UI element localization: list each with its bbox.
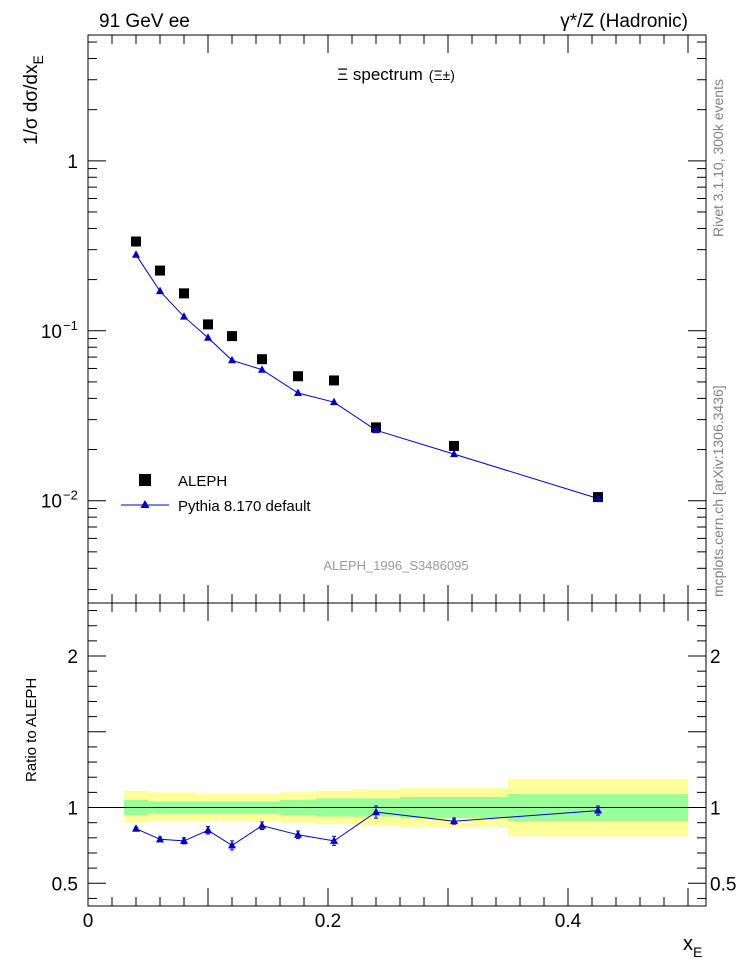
ratio-y-tick-label-2: 2 bbox=[67, 647, 78, 668]
x-axis-label: xE bbox=[683, 933, 702, 960]
ratio-y-tick-labels: 0.5 1 2 bbox=[52, 647, 78, 895]
ratio-point-7 bbox=[330, 836, 338, 844]
x-tick-labels: 0 0.2 0.4 bbox=[83, 911, 582, 932]
aleph-point-3 bbox=[203, 319, 213, 330]
legend-pythia-marker bbox=[140, 500, 150, 508]
aleph-point-7 bbox=[329, 375, 339, 386]
side-label-mcplots: mcplots.cern.ch [arXiv:1306.3436] bbox=[710, 385, 726, 597]
ratio-point-1 bbox=[156, 834, 164, 843]
pythia-point-10 bbox=[594, 494, 602, 502]
header-right-label: γ*/Z (Hadronic) bbox=[560, 11, 688, 32]
aleph-point-4 bbox=[227, 331, 237, 342]
aleph-point-9 bbox=[449, 440, 459, 451]
pythia-point-7 bbox=[330, 397, 338, 406]
aleph-point-6 bbox=[293, 371, 303, 382]
main-y-axis-label-text: 1/σ dσ/dx bbox=[21, 64, 42, 145]
main-y-tick-label-0: 1 bbox=[67, 152, 78, 173]
ratio-point-6 bbox=[294, 830, 302, 838]
main-y-tick-labels: 110−110−2 bbox=[41, 152, 78, 513]
aleph-point-1 bbox=[155, 265, 165, 276]
ratio-y-tick-label-right-2: 2 bbox=[710, 647, 721, 668]
x-tick-label-1: 0.2 bbox=[315, 911, 341, 932]
main-y-tick-label-1: 10 bbox=[41, 322, 62, 343]
main-y-axis-label-sub: E bbox=[30, 55, 46, 64]
ratio-point-8 bbox=[372, 807, 380, 816]
ratio-y-tick-label-1: 1 bbox=[67, 799, 78, 820]
ratio-y-tick-label-0: 0.5 bbox=[52, 874, 78, 895]
pythia-point-2 bbox=[180, 312, 188, 320]
main-plot-panel: 110−110−2 Ξ spectrum (Ξ±) 1/σ dσ/dxE ALEP… bbox=[21, 34, 707, 604]
x-axis-label-sub: E bbox=[693, 944, 702, 960]
legend-aleph-marker bbox=[139, 474, 151, 486]
analysis-watermark: ALEPH_1996_S3486095 bbox=[323, 558, 468, 573]
plot-title-sub: (Ξ±) bbox=[429, 67, 455, 83]
pythia-point-3 bbox=[204, 333, 212, 341]
pythia-point-0 bbox=[132, 250, 140, 258]
main-y-tick-label-exp-2: −2 bbox=[63, 488, 78, 503]
pythia-point-5 bbox=[258, 365, 266, 373]
main-y-tick-label-exp-1: −1 bbox=[63, 318, 78, 333]
aleph-point-2 bbox=[179, 288, 189, 299]
pythia-point-6 bbox=[294, 388, 302, 397]
x-tick-label-0: 0 bbox=[83, 911, 94, 932]
aleph-point-5 bbox=[257, 354, 267, 365]
main-y-tick-label-2: 10 bbox=[41, 492, 62, 513]
legend-pythia-label: Pythia 8.170 default bbox=[178, 498, 311, 515]
x-tick-label-2: 0.4 bbox=[555, 911, 582, 932]
pythia-point-4 bbox=[228, 355, 236, 364]
ratio-point-4 bbox=[228, 840, 236, 849]
ratio-plot-panel: 0.5 1 2 0.5 1 2 0 0.2 0.4 Ratio to ALEPH xE bbox=[23, 602, 736, 960]
pythia-point-1 bbox=[156, 286, 164, 295]
ratio-point-0 bbox=[132, 824, 140, 832]
aleph-point-0 bbox=[131, 236, 141, 247]
legend: ALEPH Pythia 8.170 default bbox=[121, 473, 311, 515]
ratio-y-tick-label-right-1: 1 bbox=[710, 799, 721, 820]
ratio-y-tick-label-right-0: 0.5 bbox=[710, 874, 736, 895]
side-label-rivet: Rivet 3.1.10, 300k events bbox=[710, 79, 726, 237]
ratio-y-tick-labels-right: 0.5 1 2 bbox=[710, 647, 736, 895]
ratio-plot-frame bbox=[87, 602, 707, 907]
legend-aleph-label: ALEPH bbox=[178, 473, 227, 490]
plot-title-main: Ξ spectrum bbox=[337, 65, 423, 84]
pythia-line bbox=[135, 254, 599, 499]
x-axis-label-text: x bbox=[683, 933, 693, 955]
ratio-point-10 bbox=[594, 806, 602, 814]
header-left-label: 91 GeV ee bbox=[99, 11, 190, 32]
plot-title: Ξ spectrum (Ξ±) bbox=[337, 65, 455, 84]
ratio-point-9 bbox=[450, 816, 458, 825]
pythia-point-8 bbox=[372, 425, 380, 434]
ratio-axis-ticks bbox=[87, 603, 706, 906]
pythia-point-9 bbox=[450, 449, 458, 458]
main-y-axis-label: 1/σ dσ/dxE bbox=[21, 55, 46, 145]
ratio-point-3 bbox=[204, 825, 212, 834]
ratio-point-2 bbox=[180, 836, 188, 844]
main-axis-ticks bbox=[87, 35, 706, 603]
ratio-point-5 bbox=[258, 821, 266, 829]
ratio-y-axis-label: Ratio to ALEPH bbox=[23, 678, 40, 782]
